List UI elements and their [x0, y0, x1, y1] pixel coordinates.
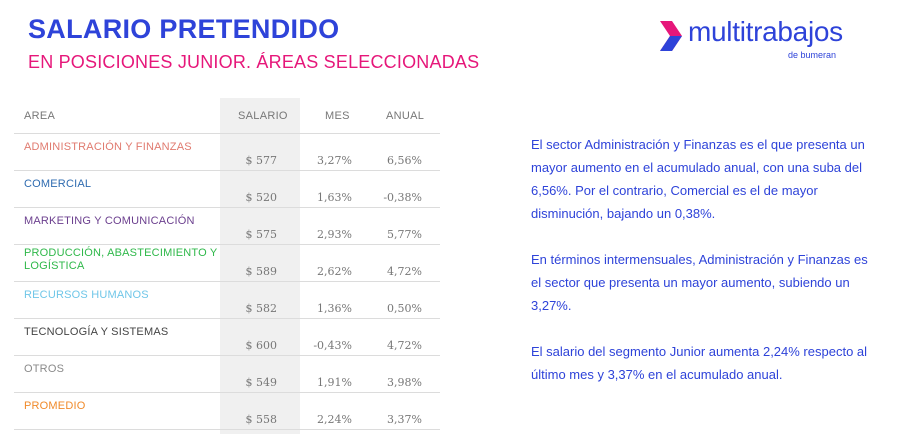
page-subtitle: EN POSICIONES JUNIOR. ÁREAS SELECCIONADA…	[28, 52, 480, 72]
salario-value: $ 520	[245, 191, 278, 204]
analysis-paragraph-1: El sector Administración y Finanzas es e…	[531, 137, 865, 221]
anual-value: 0,50%	[387, 302, 422, 315]
salario-value: $ 549	[245, 376, 278, 389]
salario-value: $ 558	[245, 413, 278, 426]
anual-value: 3,37%	[387, 413, 422, 426]
col-header-mes: MES	[325, 110, 350, 122]
table-row: OTROS $ 549 1,91% 3,98%	[14, 356, 440, 393]
mes-value: 1,63%	[317, 191, 352, 204]
analysis-text: El sector Administración y Finanzas es e…	[531, 133, 876, 409]
chevron-logo-icon	[660, 21, 682, 51]
table-row: PROMEDIO $ 558 2,24% 3,37%	[14, 393, 440, 430]
salario-value: $ 600	[245, 339, 278, 352]
mes-value: 2,62%	[317, 265, 352, 278]
logo-tagline: de bumeran	[788, 50, 837, 60]
table-row: MARKETING Y COMUNICACIÓN $ 575 2,93% 5,77%	[14, 208, 440, 245]
table-row: TECNOLOGÍA Y SISTEMAS $ 600 -0,43% 4,72%	[14, 319, 440, 356]
mes-value: 1,91%	[317, 376, 352, 389]
mes-value: 1,36%	[317, 302, 352, 315]
mes-value: 2,24%	[317, 413, 352, 426]
analysis-paragraph-2: En términos intermensuales, Administraci…	[531, 252, 868, 313]
anual-value: -0,38%	[383, 191, 422, 204]
anual-value: 4,72%	[387, 265, 422, 278]
area-label: MARKETING Y COMUNICACIÓN	[24, 215, 195, 227]
analysis-paragraph-3: El salario del segmento Junior aumenta 2…	[531, 344, 868, 382]
area-label: ADMINISTRACIÓN Y FINANZAS	[24, 141, 192, 153]
salario-value: $ 575	[245, 228, 278, 241]
salary-column-highlight	[220, 98, 300, 434]
salario-value: $ 582	[245, 302, 278, 315]
area-label: COMERCIAL	[24, 178, 92, 190]
area-label: RECURSOS HUMANOS	[24, 289, 149, 301]
anual-value: 4,72%	[387, 339, 422, 352]
page-title: SALARIO PRETENDIDO	[28, 14, 340, 44]
salary-table: AREA SALARIO MES ANUAL ADMINISTRACIÓN Y …	[14, 98, 440, 434]
mes-value: 3,27%	[317, 154, 352, 167]
area-label: OTROS	[24, 363, 65, 375]
col-header-anual: ANUAL	[386, 110, 425, 122]
area-label: TECNOLOGÍA Y SISTEMAS	[24, 326, 169, 338]
table-row: ADMINISTRACIÓN Y FINANZAS $ 577 3,27% 6,56%	[14, 134, 440, 171]
area-label: PRODUCCIÓN, ABASTECIMIENTO Y LOGÍSTICA	[24, 247, 218, 272]
table-row: RECURSOS HUMANOS $ 582 1,36% 0,50%	[14, 282, 440, 319]
salario-value: $ 577	[245, 154, 278, 167]
table-row: COMERCIAL $ 520 1,63% -0,38%	[14, 171, 440, 208]
anual-value: 3,98%	[387, 376, 422, 389]
brand-logo: multitrabajos de bumeran	[658, 14, 898, 64]
table-row: PRODUCCIÓN, ABASTECIMIENTO Y LOGÍSTICA $ …	[14, 245, 440, 282]
anual-value: 6,56%	[387, 154, 422, 167]
col-header-salario: SALARIO	[238, 110, 288, 122]
table-header: AREA SALARIO MES ANUAL	[14, 98, 440, 134]
mes-value: 2,93%	[317, 228, 352, 241]
area-label: PROMEDIO	[24, 400, 86, 412]
col-header-area: AREA	[24, 110, 56, 122]
anual-value: 5,77%	[387, 228, 422, 241]
logo-wordmark: multitrabajos	[688, 16, 843, 47]
mes-value: -0,43%	[313, 339, 352, 352]
salario-value: $ 589	[245, 265, 278, 278]
